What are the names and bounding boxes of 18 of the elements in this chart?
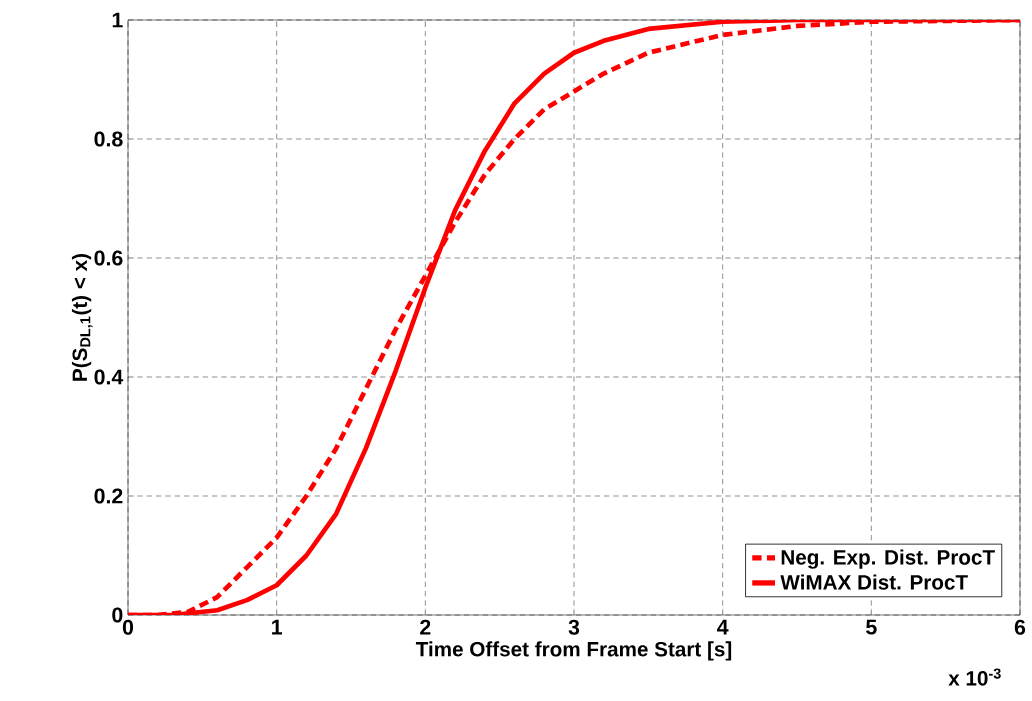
x-tick-label: 4 <box>717 619 729 635</box>
x-tick-label: 6 <box>1014 619 1026 635</box>
x-tick-label: 3 <box>568 619 580 635</box>
y-tick-label: 0.2 <box>94 488 123 504</box>
y-tick-label: 0 <box>112 607 123 623</box>
y-axis-title: P(S$_{DL,1}$(t) < x) <box>71 254 93 381</box>
x-tick-label: 2 <box>420 619 431 635</box>
x-axis-title: Time Offset from Frame Start [s] <box>415 641 732 661</box>
legend-label: WiMAX Dist. ProcT <box>780 574 968 590</box>
y-tick-label: 0.6 <box>94 250 123 266</box>
text: x 10$^{-3}$ <box>948 668 1001 686</box>
x-tick-label: 1 <box>272 619 283 635</box>
y-tick-label: 0.4 <box>94 369 124 385</box>
y-tick-label: 0.8 <box>94 131 123 147</box>
legend-label: Neg. Exp. Dist. ProcT <box>781 549 995 569</box>
x-tick-label: 0 <box>122 619 134 635</box>
x-tick-label: 5 <box>866 619 877 635</box>
y-tick-label: 1 <box>112 12 123 28</box>
